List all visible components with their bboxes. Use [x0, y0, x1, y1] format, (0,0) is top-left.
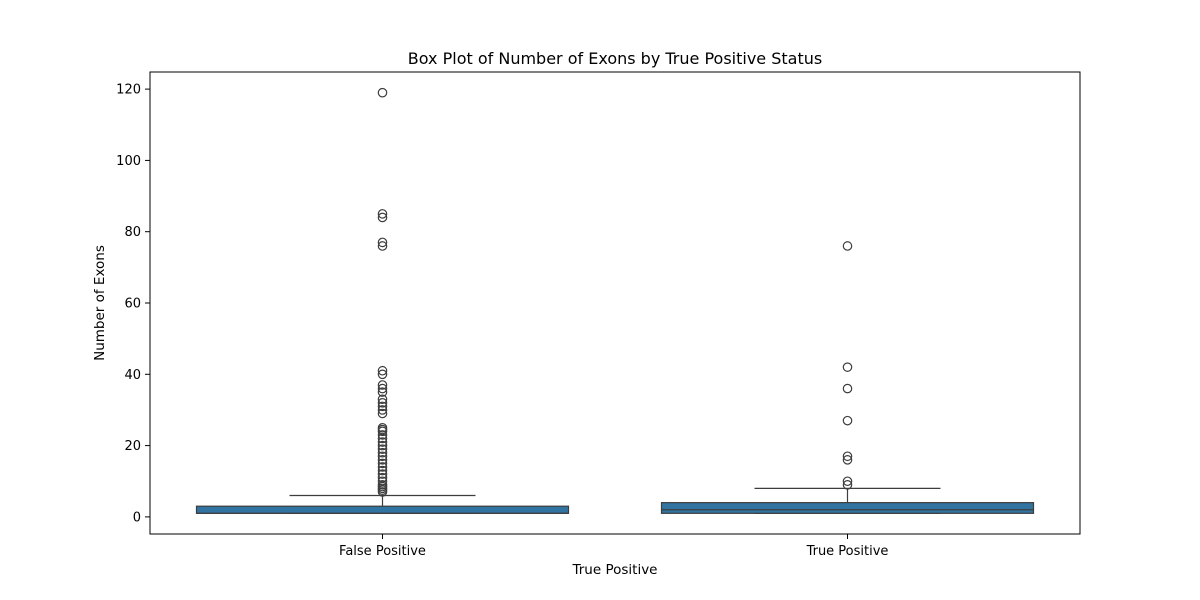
- outlier-point: [377, 408, 388, 419]
- outlier-point: [377, 455, 388, 465]
- x-tick-label: True Positive: [806, 544, 889, 559]
- outlier-point: [377, 380, 388, 390]
- outlier-point: [377, 241, 388, 251]
- outlier-point: [377, 430, 388, 440]
- y-axis-label: Number of Exons: [92, 245, 108, 361]
- y-tick-label: 120: [116, 83, 141, 98]
- outlier-point: [377, 405, 388, 415]
- outlier-point: [377, 469, 388, 479]
- outlier-point: [377, 465, 388, 476]
- outlier-point: [377, 394, 388, 405]
- box: [195, 505, 570, 514]
- outlier-point: [377, 401, 388, 412]
- outlier-point: [377, 480, 388, 490]
- y-tick-label: 0: [133, 510, 141, 525]
- outlier-point: [377, 462, 388, 472]
- outlier-point: [842, 451, 853, 462]
- y-tick-label: 100: [116, 154, 141, 169]
- y-tick-label: 80: [124, 225, 141, 240]
- outlier-point: [377, 383, 388, 394]
- outlier-point: [377, 365, 388, 376]
- outlier-point: [377, 447, 388, 458]
- outlier-point: [842, 362, 853, 372]
- outlier-point: [842, 415, 853, 426]
- outlier-point: [377, 476, 388, 487]
- outlier-point: [842, 241, 853, 251]
- outlier-point: [377, 444, 388, 454]
- plot-area: 0 20 40 60 80 100 120 False Positive True Positi…: [116, 83, 1035, 559]
- outlier-point: [377, 369, 388, 380]
- outlier-point: [377, 458, 388, 469]
- box: [660, 502, 1035, 514]
- x-tick-label: False Positive: [339, 544, 426, 559]
- outlier-point: [842, 455, 853, 465]
- y-tick-label: 20: [124, 439, 141, 454]
- outlier-point: [377, 472, 388, 483]
- x-axis-label: True Positive: [571, 562, 657, 578]
- y-tick-label: 40: [124, 368, 141, 383]
- outlier-point: [842, 480, 853, 490]
- y-tick-label: 60: [124, 297, 141, 312]
- outlier-point: [377, 398, 388, 408]
- outlier-point: [377, 209, 388, 219]
- outlier-point: [377, 237, 388, 248]
- outlier-point: [377, 451, 388, 462]
- axes-frame: [149, 71, 1081, 535]
- outlier-point: [377, 212, 388, 223]
- chart-title: Box Plot of Number of Exons by True Posi…: [408, 49, 822, 68]
- outlier-point: [377, 422, 388, 433]
- outlier-point: [377, 437, 388, 447]
- outlier-point: [842, 476, 853, 487]
- outlier-point: [377, 440, 388, 451]
- outlier-point: [377, 387, 388, 397]
- outlier-point: [377, 87, 388, 98]
- outlier-point: [842, 383, 853, 394]
